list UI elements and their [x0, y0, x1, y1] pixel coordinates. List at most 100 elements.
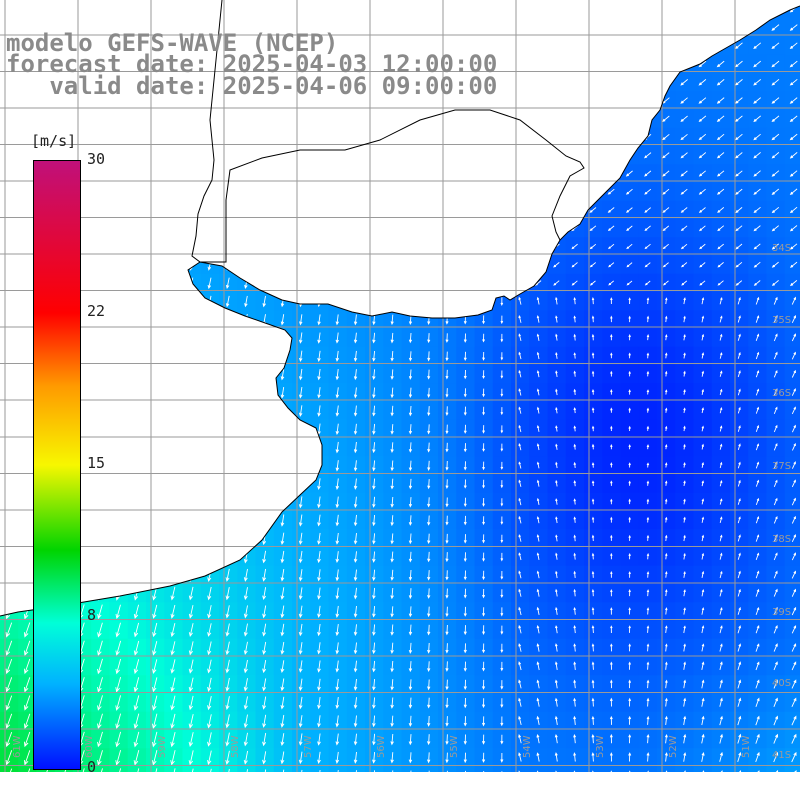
wind-arrow — [445, 132, 449, 143]
wind-arrow — [445, 606, 449, 618]
wind-arrow — [6, 186, 12, 198]
wind-arrow — [445, 533, 449, 544]
wind-arrow — [661, 60, 670, 68]
wind-arrow — [628, 571, 631, 578]
wind-arrow — [280, 277, 285, 289]
speed-cell — [474, 766, 494, 772]
speed-cell — [438, 219, 457, 238]
wind-arrow — [445, 570, 449, 581]
speed-cell — [219, 766, 238, 772]
speed-cell — [529, 219, 549, 238]
speed-cell — [657, 18, 676, 38]
wind-arrow — [134, 513, 139, 528]
wind-arrow — [755, 461, 760, 469]
speed-cell — [784, 620, 800, 640]
speed-cell — [164, 401, 184, 421]
wind-arrow — [372, 350, 376, 362]
wind-arrow — [97, 768, 103, 772]
wind-arrow — [771, 261, 779, 268]
wind-arrow — [152, 677, 158, 693]
speed-cell — [474, 109, 494, 129]
speed-cell — [200, 346, 220, 366]
wind-arrow — [353, 186, 358, 198]
wind-arrow — [518, 552, 522, 561]
wind-arrow — [427, 570, 431, 581]
wind-arrow — [719, 297, 723, 305]
wind-arrow — [115, 495, 121, 510]
speed-cell — [565, 0, 585, 19]
wind-arrow — [25, 4, 30, 15]
speed-cell — [711, 146, 731, 165]
wind-arrow — [791, 388, 796, 396]
wind-arrow — [607, 152, 615, 159]
wind-arrow — [534, 261, 542, 268]
wind-arrow — [115, 531, 121, 546]
wind-arrow — [646, 498, 650, 505]
wind-arrow — [789, 97, 798, 104]
speed-cell — [328, 0, 348, 19]
wind-arrow — [244, 4, 248, 15]
speed-cell — [200, 200, 220, 220]
speed-cell — [730, 255, 749, 275]
speed-cell — [638, 766, 658, 772]
wind-arrow — [335, 569, 340, 582]
wind-arrow — [646, 733, 650, 744]
speed-cell — [273, 273, 293, 293]
wind-arrow — [24, 131, 30, 143]
wind-arrow — [317, 405, 321, 417]
wind-arrow — [628, 589, 631, 597]
wind-arrow — [372, 278, 376, 289]
wind-arrow — [390, 442, 394, 454]
wind-arrow — [133, 640, 140, 656]
wind-arrow — [570, 133, 579, 141]
speed-cell — [255, 109, 275, 129]
speed-cell — [219, 529, 238, 549]
wind-arrow — [500, 661, 504, 672]
wind-arrow — [534, 152, 542, 159]
wind-arrow — [23, 768, 31, 772]
speed-cell — [292, 0, 311, 19]
wind-arrow — [791, 751, 797, 763]
speed-cell — [529, 164, 549, 184]
wind-arrow — [683, 407, 686, 413]
wind-arrow — [573, 498, 576, 505]
speed-cell — [529, 36, 549, 56]
wind-arrow — [170, 332, 176, 345]
wind-arrow — [737, 625, 742, 634]
wind-arrow — [518, 661, 522, 671]
speed-cell — [310, 0, 330, 19]
wind-arrow — [734, 60, 743, 68]
wind-arrow — [716, 133, 725, 141]
wind-arrow — [591, 570, 595, 578]
wind-arrow — [610, 352, 613, 359]
lat-label: 34S — [772, 243, 791, 254]
speed-cell — [584, 91, 603, 111]
wind-arrow — [372, 22, 376, 33]
wind-arrow — [170, 295, 176, 308]
wind-arrow — [61, 113, 66, 125]
speed-cell — [237, 419, 257, 439]
speed-cell — [109, 346, 129, 366]
speed-cell — [547, 766, 567, 772]
wind-arrow — [500, 388, 504, 397]
wind-arrow — [353, 642, 358, 655]
wind-arrow — [536, 624, 540, 634]
wind-arrow — [390, 660, 394, 673]
wind-arrow — [515, 97, 524, 104]
speed-cell — [511, 0, 530, 19]
wind-arrow — [353, 223, 358, 234]
wind-arrow — [262, 168, 266, 180]
wind-arrow — [701, 733, 705, 744]
wind-arrow — [555, 498, 558, 505]
wind-arrow — [773, 751, 779, 763]
wind-arrow — [170, 513, 176, 528]
wind-arrow — [445, 424, 449, 435]
wind-arrow — [573, 370, 576, 377]
wind-arrow — [225, 677, 230, 692]
speed-cell — [164, 0, 184, 19]
wind-arrow — [573, 333, 576, 341]
lon-label: 57W — [303, 735, 314, 758]
speed-cell — [511, 18, 530, 38]
speed-cell — [310, 127, 330, 147]
wind-arrow — [500, 114, 504, 125]
